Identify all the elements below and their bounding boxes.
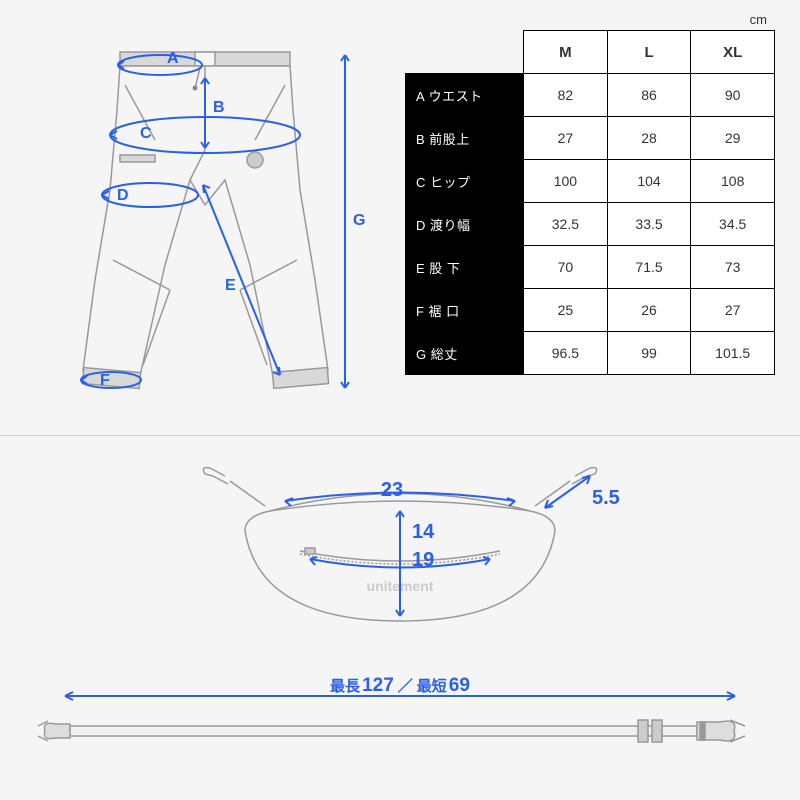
row-label: F 裾 口 [406,289,524,332]
cell: 34.5 [691,203,775,246]
row-label: B 前股上 [406,117,524,160]
table-row: F 裾 口252627 [406,289,775,332]
strap-diagram: 最長127／最短69 [0,666,800,786]
cell: 27 [524,117,608,160]
cell: 25 [524,289,608,332]
table-row: B 前股上272829 [406,117,775,160]
cell: 33.5 [607,203,691,246]
cell: 101.5 [691,332,775,375]
cell: 104 [607,160,691,203]
cell: 32.5 [524,203,608,246]
table-row: D 渡り幅32.533.534.5 [406,203,775,246]
bag-height: 14 [412,521,435,543]
size-table: M L XL A ウエスト828690B 前股上272829C ヒップ10010… [405,30,775,375]
section-divider [0,435,800,436]
bag-clip: 5.5 [592,487,620,509]
bag-zipper: 19 [412,549,434,571]
bag-top-width: 23 [381,479,403,501]
cell: 90 [691,74,775,117]
size-header-m: M [524,31,608,74]
row-label: D 渡り幅 [406,203,524,246]
cell: 28 [607,117,691,160]
cell: 96.5 [524,332,608,375]
cell: 100 [524,160,608,203]
cell: 82 [524,74,608,117]
label-b: B [213,99,225,116]
label-d: D [117,187,129,204]
label-c: C [140,125,152,142]
unit-label: cm [750,12,767,27]
table-row: G 総丈96.599101.5 [406,332,775,375]
label-a: A [167,50,179,67]
cell: 71.5 [607,246,691,289]
cell: 99 [607,332,691,375]
cell: 26 [607,289,691,332]
cell: 108 [691,160,775,203]
blank-header [406,31,524,74]
table-row: E 股 下7071.573 [406,246,775,289]
table-row: A ウエスト828690 [406,74,775,117]
table-row: C ヒップ100104108 [406,160,775,203]
cell: 29 [691,117,775,160]
row-label: C ヒップ [406,160,524,203]
label-e: E [225,277,236,294]
size-table-body: A ウエスト828690B 前股上272829C ヒップ100104108D 渡… [406,74,775,375]
cell: 70 [524,246,608,289]
size-table-wrap: cm M L XL A ウエスト828690B 前股上272829C ヒップ10… [395,30,775,410]
strap-label: 最長127／最短69 [330,675,470,696]
cell: 27 [691,289,775,332]
size-header-l: L [607,31,691,74]
row-label: G 総丈 [406,332,524,375]
cell: 86 [607,74,691,117]
size-header-xl: XL [691,31,775,74]
top-section: A B C D E F G cm M L XL A ウエスト8286 [0,0,800,425]
bag-diagram: unitement 23 14 19 5.5 [0,456,800,656]
label-f: F [100,372,110,389]
pants-diagram: A B C D E F G [25,30,395,410]
label-g: G [353,212,365,229]
cell: 73 [691,246,775,289]
row-label: A ウエスト [406,74,524,117]
row-label: E 股 下 [406,246,524,289]
